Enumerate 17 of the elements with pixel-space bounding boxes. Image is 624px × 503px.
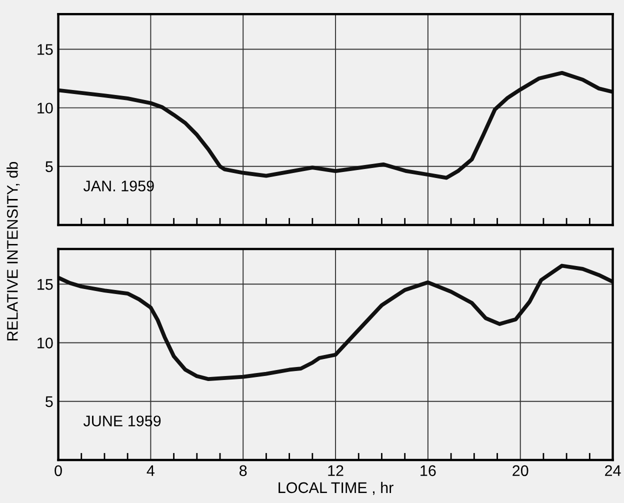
y-tick-label: 5 — [46, 161, 53, 172]
line-series — [58, 264, 613, 382]
line-series — [58, 70, 613, 180]
y-tick-label: 15 — [38, 44, 53, 55]
x-tick-label: 16 — [420, 465, 436, 476]
x-tick-label: 12 — [328, 465, 344, 476]
x-tick-label: 8 — [240, 465, 247, 476]
x-axis-title: LOCAL TIME , hr — [278, 482, 394, 495]
y-tick-label: 10 — [38, 338, 53, 348]
x-tick-label: 4 — [146, 465, 154, 476]
y-tick-label: 15 — [38, 279, 53, 290]
y-axis-title: RELATIVE INTENSITY, db — [6, 162, 20, 340]
y-tick-label: 10 — [38, 102, 53, 114]
y-tick-label: 5 — [46, 396, 53, 408]
x-tick-label: 0 — [54, 465, 62, 476]
x-tick-label: 24 — [605, 465, 621, 476]
x-tick-label: 20 — [512, 465, 528, 476]
